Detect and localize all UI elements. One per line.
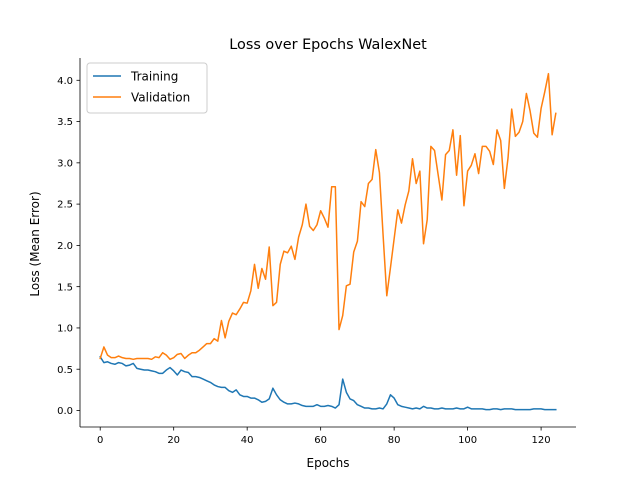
y-tick-label: 3.0 — [57, 158, 73, 169]
y-tick-label: 0.0 — [57, 406, 73, 417]
y-tick-label: 2.5 — [57, 200, 73, 211]
axes-layer: 0 20 40 60 80 100 120 0.0 0.5 1.0 1.5 2.0 2.5 3.0 3.5 4… — [57, 58, 576, 446]
y-tick-label: 3.5 — [57, 117, 73, 128]
y-tick-label: 4.0 — [57, 76, 73, 87]
x-tick-label: 60 — [314, 435, 327, 446]
y-axis-label: Loss (Mean Error) — [28, 191, 42, 296]
series-layer — [99, 72, 557, 411]
series-line-training — [99, 355, 557, 411]
x-tick-label: 0 — [97, 435, 103, 446]
y-tick-label: 0.5 — [57, 365, 73, 376]
legend: Training Validation — [86, 62, 208, 114]
x-axis-label: Epochs — [307, 456, 350, 470]
x-tick-label: 80 — [388, 435, 401, 446]
y-tick-label: 2.0 — [57, 241, 73, 252]
legend-label-training: Training — [130, 70, 178, 84]
series-line-validation — [99, 72, 557, 361]
x-tick-label: 100 — [458, 435, 477, 446]
x-tick-label: 40 — [241, 435, 254, 446]
x-tick-label: 120 — [532, 435, 551, 446]
legend-label-validation: Validation — [131, 91, 190, 105]
x-tick-label: 20 — [167, 435, 180, 446]
chart-title: Loss over Epochs WalexNet — [229, 37, 427, 53]
y-tick-label: 1.0 — [57, 324, 73, 335]
y-tick-label: 1.5 — [57, 282, 73, 293]
